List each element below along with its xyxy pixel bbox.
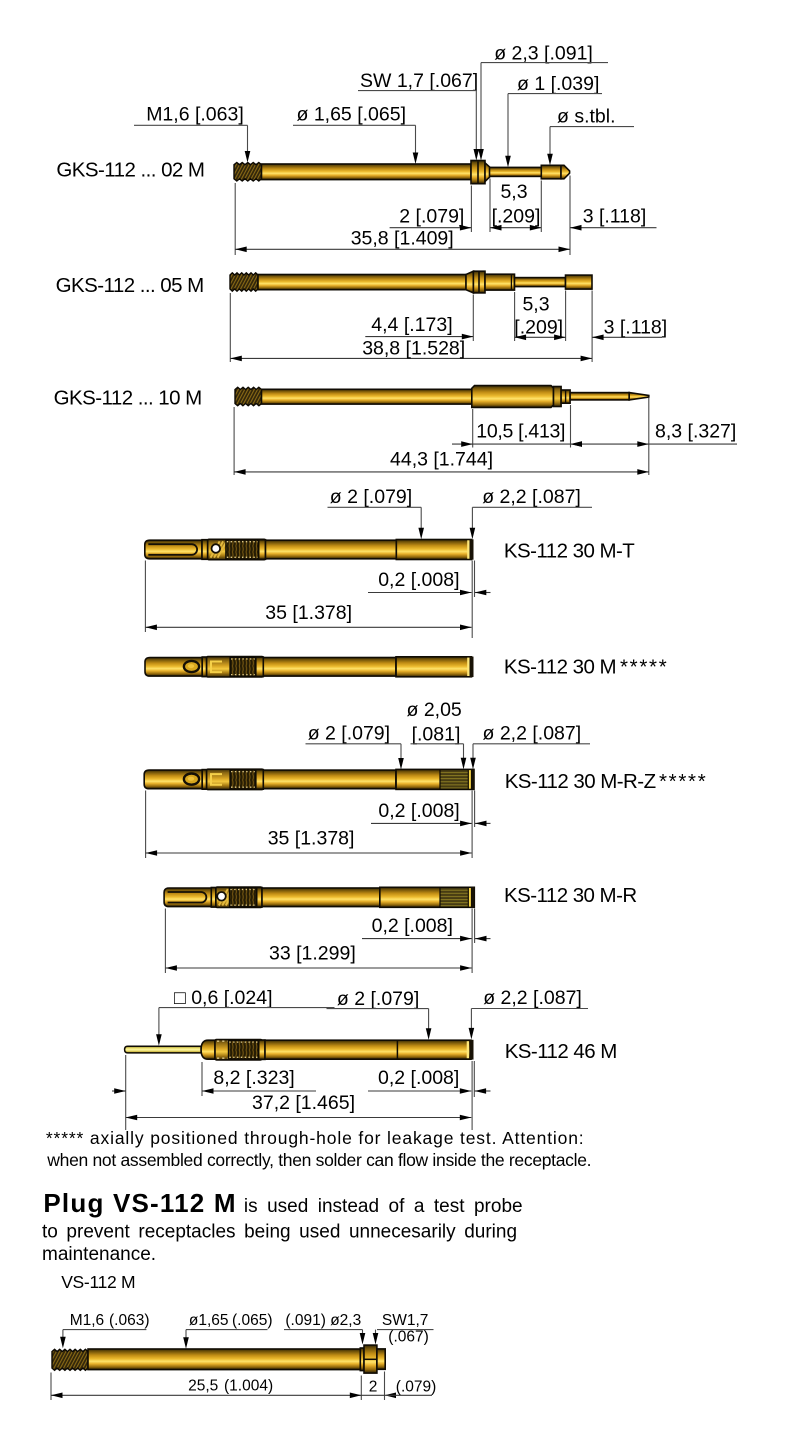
svg-text:ø 1 [.039]: ø 1 [.039] (517, 73, 599, 95)
svg-text:0,2 [.008]: 0,2 [.008] (378, 1067, 459, 1089)
svg-text:*****: ***** (659, 770, 707, 793)
svg-text:44,3 [1.744]: 44,3 [1.744] (390, 448, 493, 470)
svg-text:3 [.118]: 3 [.118] (583, 205, 647, 227)
svg-text:when not assembled correctly,: when not assembled correctly, then solde… (46, 1150, 591, 1170)
svg-text:GKS-112 ... 02 M: GKS-112 ... 02 M (56, 159, 204, 182)
svg-text:ø 2,3 [.091]: ø 2,3 [.091] (494, 43, 593, 65)
svg-text:□ 0,6 [.024]: □ 0,6 [.024] (174, 987, 273, 1009)
svg-text:*****: ***** (620, 656, 668, 679)
svg-text:(.067): (.067) (388, 1328, 429, 1345)
svg-text:KS-112 46 M: KS-112 46 M (505, 1040, 617, 1063)
svg-text:ø 2,05: ø 2,05 (407, 699, 462, 721)
svg-text:33 [1.299]: 33 [1.299] (269, 942, 356, 964)
svg-text:SW 1,7 [.067]: SW 1,7 [.067] (360, 70, 478, 92)
svg-text:GKS-112 ... 10 M: GKS-112 ... 10 M (54, 387, 202, 410)
svg-text:GKS-112 ... 05 M: GKS-112 ... 05 M (56, 274, 204, 297)
svg-text:(1.004): (1.004) (224, 1377, 273, 1394)
svg-text:0,2 [.008]: 0,2 [.008] (378, 800, 459, 822)
svg-text:[.081]: [.081] (412, 724, 461, 746)
svg-text:5,3: 5,3 (500, 181, 527, 203)
svg-text:M1,6 [.063]: M1,6 [.063] (146, 103, 244, 125)
svg-text:8,2 [.323]: 8,2 [.323] (213, 1067, 294, 1089)
svg-text:ø 2 [.079]: ø 2 [.079] (330, 486, 412, 508)
svg-text:38,8 [1.528]: 38,8 [1.528] (362, 337, 465, 359)
svg-text:***** axially positioned throu: ***** axially positioned through-hole fo… (46, 1128, 585, 1148)
svg-text:(.065): (.065) (232, 1312, 273, 1329)
svg-text:(.063): (.063) (109, 1312, 150, 1329)
svg-text:2: 2 (369, 1379, 378, 1396)
svg-text:maintenance.: maintenance. (42, 1244, 156, 1265)
svg-text:25,5: 25,5 (188, 1377, 218, 1394)
svg-text:ø 2,2 [.087]: ø 2,2 [.087] (482, 486, 581, 508)
svg-text:KS-112 30 M: KS-112 30 M (504, 656, 616, 679)
svg-text:KS-112 30 M-T: KS-112 30 M-T (504, 540, 635, 563)
svg-text:0,2 [.008]: 0,2 [.008] (378, 569, 459, 591)
svg-text:ø 2,2 [.087]: ø 2,2 [.087] (483, 722, 582, 744)
svg-text:KS-112 30 M-R: KS-112 30 M-R (504, 884, 637, 907)
svg-text:[.209]: [.209] (492, 206, 541, 228)
svg-text:(.091) ø2,3: (.091) ø2,3 (285, 1312, 361, 1329)
svg-text:5,3: 5,3 (522, 293, 549, 315)
svg-text:8,3 [.327]: 8,3 [.327] (655, 421, 736, 443)
svg-text:2 [.079]: 2 [.079] (399, 205, 464, 227)
svg-text:35 [1.378]: 35 [1.378] (268, 827, 355, 849)
svg-text:ø s.tbl.: ø s.tbl. (557, 105, 616, 127)
svg-text:0,2 [.008]: 0,2 [.008] (372, 915, 453, 937)
svg-text:10,5 [.413]: 10,5 [.413] (476, 421, 565, 443)
svg-text:VS-112 M: VS-112 M (61, 1272, 135, 1292)
svg-text:3 [.118]: 3 [.118] (604, 316, 668, 338)
svg-text:Plug VS-112 M: Plug VS-112 M (43, 1188, 236, 1218)
svg-text:37,2 [1.465]: 37,2 [1.465] (252, 1092, 355, 1114)
svg-text:KS-112 30 M-R-Z: KS-112 30 M-R-Z (505, 770, 656, 793)
svg-text:[.209]: [.209] (514, 316, 563, 338)
svg-text:4,4 [.173]: 4,4 [.173] (371, 314, 452, 336)
svg-text:35 [1.378]: 35 [1.378] (265, 602, 352, 624)
svg-text:ø 2 [.079]: ø 2 [.079] (308, 722, 390, 744)
svg-text:ø 2 [.079]: ø 2 [.079] (337, 988, 419, 1010)
svg-text:to prevent receptacles being u: to prevent receptacles being used unnece… (42, 1222, 517, 1243)
svg-text:ø 2,2 [.087]: ø 2,2 [.087] (483, 987, 582, 1009)
svg-text:M1,6: M1,6 (70, 1312, 104, 1329)
svg-text:(.079): (.079) (396, 1379, 437, 1396)
svg-text:ø 1,65 [.065]: ø 1,65 [.065] (297, 103, 407, 125)
svg-text:35,8 [1.409]: 35,8 [1.409] (351, 227, 454, 249)
svg-text:SW1,7: SW1,7 (382, 1312, 429, 1329)
svg-text:ø1,65: ø1,65 (189, 1312, 229, 1329)
svg-text:is used instead of a test prob: is used instead of a test probe (244, 1196, 523, 1217)
